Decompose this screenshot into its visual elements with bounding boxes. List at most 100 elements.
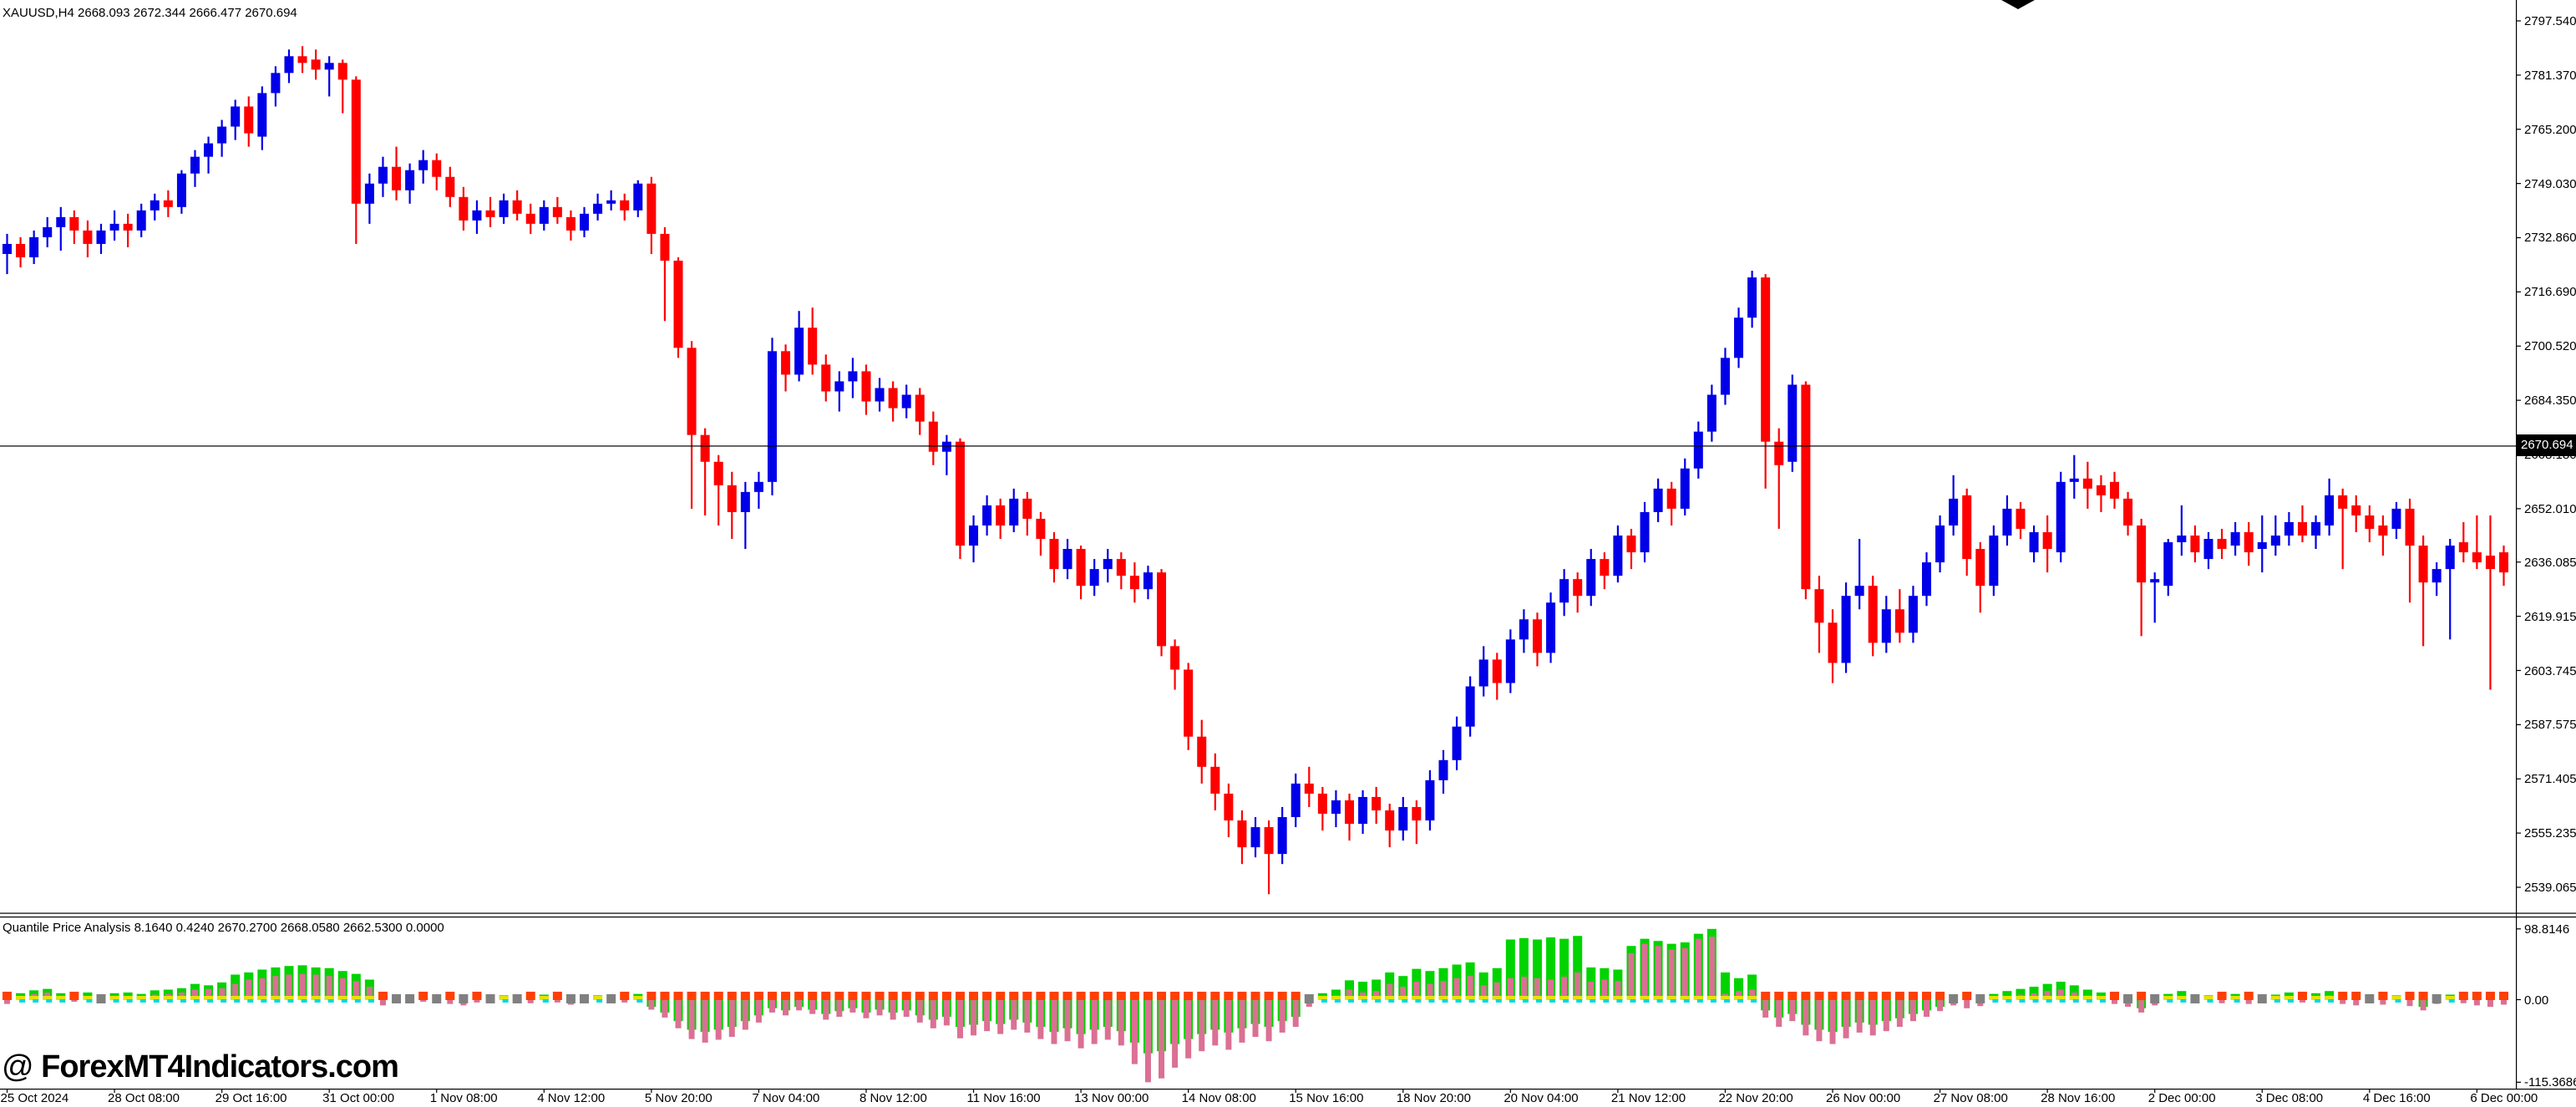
candle-body-down (660, 233, 670, 262)
hist-signal-bar (2460, 999, 2467, 1003)
candle-body-up (2002, 508, 2012, 536)
candle-body-down (1372, 796, 1382, 810)
candle-wick (2489, 515, 2492, 690)
candle-body-up (1519, 619, 1529, 640)
hist-signal-bar (1937, 999, 1944, 1012)
hist-signal-bar (662, 999, 668, 1018)
hist-down-marker (673, 992, 683, 1000)
hist-down-marker (2217, 992, 2227, 1000)
hist-signal-bar (1856, 999, 1863, 1033)
candle-body-up (257, 93, 267, 137)
candle-wick (2153, 572, 2156, 623)
hist-zero-cyan-dash (2328, 999, 2335, 1003)
time-axis-label: 4 Nov 12:00 (537, 1091, 606, 1105)
price-tick (2516, 616, 2521, 617)
hist-zero-yellow-dash (2177, 996, 2187, 1000)
time-axis-label: 22 Nov 20:00 (1718, 1091, 1793, 1105)
candle-body-down (1962, 495, 1972, 560)
hist-main-bar (1734, 978, 1744, 1000)
time-tick (972, 1089, 975, 1093)
candle-body-down (2109, 481, 2119, 499)
hist-down-marker (1801, 992, 1811, 1000)
hist-signal-bar (1212, 999, 1219, 1046)
price-axis-label: 2619.915 (2524, 609, 2576, 624)
candle-body-up (405, 170, 415, 190)
hist-signal-bar (1708, 937, 1715, 1000)
candle-wick (2449, 539, 2452, 640)
hist-signal-bar (675, 999, 682, 1028)
candle-body-down (1492, 659, 1502, 683)
hist-down-marker (941, 992, 951, 1000)
hist-zero-cyan-dash (1522, 999, 1529, 1003)
hist-zero-yellow-dash (271, 996, 281, 1000)
hist-signal-bar (1144, 999, 1151, 1083)
candle-wick (1777, 428, 1780, 529)
time-axis-label: 31 Oct 00:00 (322, 1091, 395, 1105)
candle-body-up (2270, 536, 2280, 546)
candle-wick (704, 428, 707, 515)
time-axis-label: 21 Nov 12:00 (1610, 1091, 1686, 1105)
hist-flat-marker (606, 994, 616, 1003)
time-tick (6, 1089, 8, 1093)
current-price-tag: 2670.694 (2517, 434, 2576, 456)
hist-zero-cyan-dash (180, 999, 186, 1003)
hist-zero-cyan-dash (1388, 999, 1395, 1003)
hist-zero-yellow-dash (1747, 996, 1757, 1000)
hist-signal-bar (474, 999, 480, 1003)
hist-down-marker (1761, 992, 1771, 1000)
candle-body-down (69, 216, 79, 231)
hist-down-marker (1908, 992, 1918, 1000)
hist-zero-cyan-dash (19, 999, 26, 1003)
hist-down-marker (2378, 992, 2388, 1000)
hist-zero-yellow-dash (2311, 996, 2321, 1000)
hist-down-marker (848, 992, 858, 1000)
hist-down-marker (955, 992, 965, 1000)
hist-zero-cyan-dash (2395, 999, 2401, 1003)
hist-zero-yellow-dash (1546, 996, 1556, 1000)
candle-body-down (2351, 505, 2361, 515)
hist-down-marker (2297, 992, 2307, 1000)
candle-body-down (1761, 277, 1771, 442)
hist-main-bar (1747, 974, 1757, 1000)
price-axis-label: 2555.235 (2524, 826, 2576, 841)
candle-body-up (2177, 536, 2187, 543)
time-axis-label: 3 Dec 08:00 (2255, 1091, 2324, 1105)
price-axis-border (2516, 0, 2518, 1089)
candle-body-up (848, 371, 858, 382)
hist-signal-bar (1641, 943, 1648, 1000)
hist-signal-bar (2219, 999, 2225, 1003)
hist-flat-marker (2123, 994, 2133, 1003)
hist-zero-cyan-dash (247, 999, 254, 1003)
hist-zero-yellow-dash (217, 996, 227, 1000)
hist-zero-cyan-dash (2234, 999, 2240, 1003)
hist-zero-cyan-dash (59, 999, 66, 1003)
hist-main-bar (1358, 982, 1368, 1000)
hist-signal-bar (1762, 999, 1769, 1018)
hist-down-marker (781, 992, 791, 1000)
hist-zero-cyan-dash (2207, 999, 2213, 1003)
hist-signal-bar (1185, 999, 1192, 1059)
hist-zero-cyan-dash (1992, 999, 1999, 1003)
hist-signal-bar (1292, 999, 1299, 1028)
hist-main-bar (2325, 991, 2335, 1000)
candle-body-up (2230, 531, 2240, 546)
hist-zero-cyan-dash (1442, 999, 1448, 1003)
candle-body-down (1157, 572, 1167, 647)
hist-signal-bar (246, 979, 252, 1000)
price-tick (2516, 74, 2521, 76)
hist-signal-bar (956, 999, 963, 1038)
hist-signal-bar (768, 999, 775, 1013)
candle-body-down (459, 196, 469, 221)
hist-zero-cyan-dash (2006, 999, 2012, 1003)
hist-signal-bar (1869, 999, 1876, 1036)
time-tick (2261, 1089, 2263, 1093)
hist-down-marker (445, 992, 455, 1000)
hist-signal-bar (420, 999, 427, 1003)
hist-down-marker (2244, 992, 2254, 1000)
price-tick (2516, 561, 2521, 563)
candle-body-down (928, 421, 938, 452)
candle-body-up (29, 236, 39, 258)
hist-zero-yellow-dash (2230, 996, 2240, 1000)
